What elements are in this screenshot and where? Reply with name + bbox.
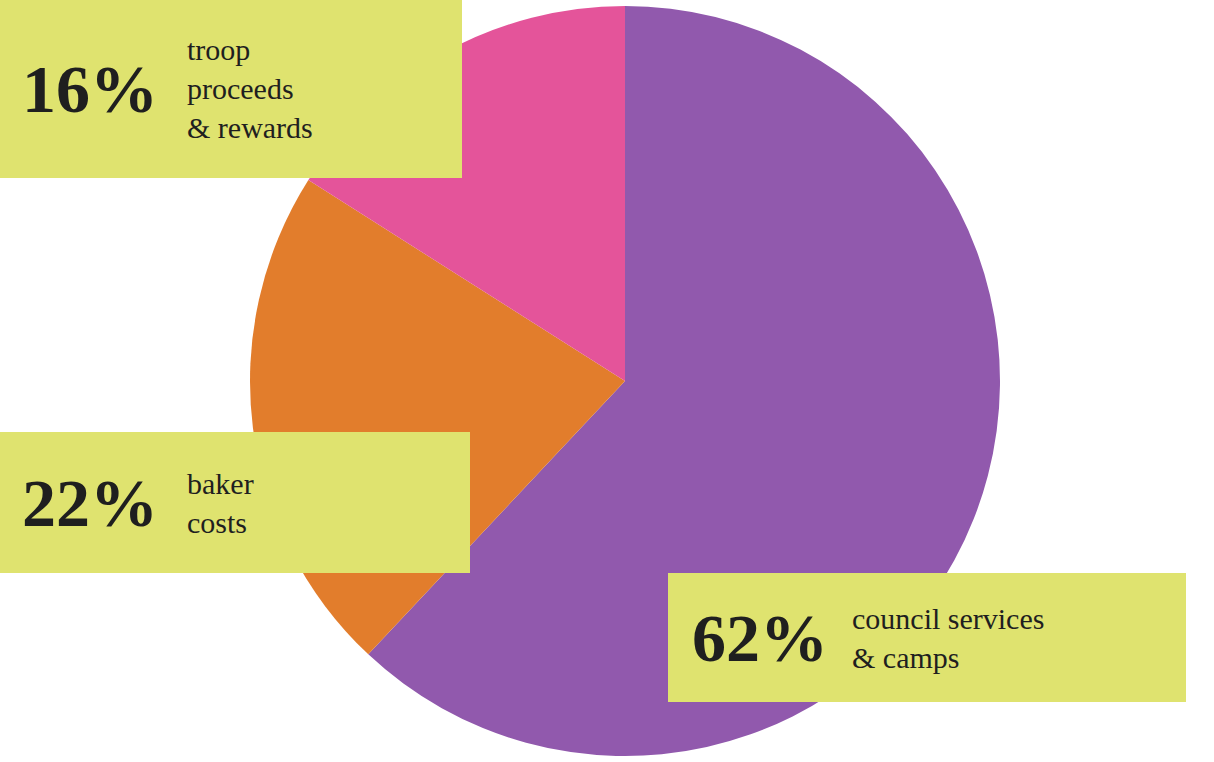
svg-text:16%: 16% <box>22 51 158 127</box>
svg-text:22%: 22% <box>22 465 158 541</box>
svg-text:62%: 62% <box>692 600 828 676</box>
svg-text:council services& camps: council services& camps <box>852 602 1044 674</box>
svg-text:troopproceeds& rewards: troopproceeds& rewards <box>187 33 313 144</box>
svg-text:bakercosts: bakercosts <box>187 467 254 539</box>
